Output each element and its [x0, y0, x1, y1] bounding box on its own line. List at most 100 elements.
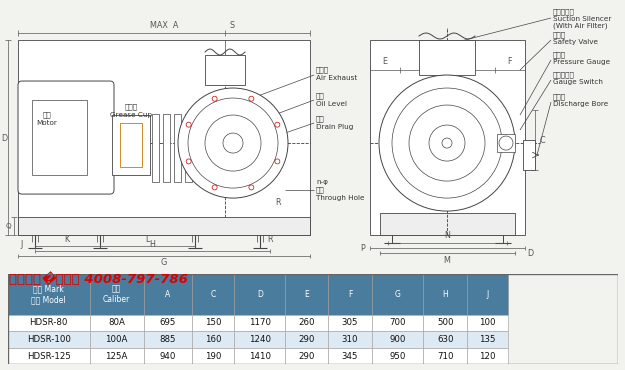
Text: Gauge Switch: Gauge Switch	[553, 79, 603, 85]
Text: Air Exhaust: Air Exhaust	[316, 75, 357, 81]
Text: R: R	[275, 198, 281, 206]
Bar	[468, 348, 508, 364]
Bar	[423, 314, 468, 331]
Bar	[192, 274, 234, 314]
Text: Suction Silencer: Suction Silencer	[553, 16, 611, 22]
Bar	[185, 114, 192, 182]
Bar	[144, 274, 192, 314]
Bar	[423, 331, 468, 348]
Bar	[372, 274, 423, 314]
Text: 190: 190	[205, 352, 221, 361]
Text: C: C	[539, 135, 544, 145]
Text: 150: 150	[205, 319, 221, 327]
Text: 695: 695	[159, 319, 176, 327]
Text: L: L	[145, 235, 149, 244]
Bar	[468, 314, 508, 331]
Bar	[90, 348, 144, 364]
Text: 950: 950	[389, 352, 406, 361]
Bar	[144, 314, 192, 331]
Text: 120: 120	[479, 352, 496, 361]
Bar	[18, 217, 310, 235]
Bar	[112, 115, 150, 175]
Text: K: K	[64, 235, 69, 244]
Text: 压力表: 压力表	[553, 52, 566, 58]
Circle shape	[178, 88, 288, 198]
Text: (With Air Filter): (With Air Filter)	[553, 23, 608, 29]
Bar	[192, 331, 234, 348]
Text: 油标: 油标	[316, 93, 325, 99]
Text: 700: 700	[389, 319, 406, 327]
Bar	[372, 331, 423, 348]
Bar	[205, 55, 245, 85]
Bar	[380, 213, 515, 235]
Text: 黄油杯: 黄油杯	[124, 104, 138, 110]
Text: P: P	[360, 243, 365, 253]
Text: S: S	[229, 21, 234, 30]
Text: 630: 630	[437, 335, 453, 344]
Text: 100: 100	[479, 319, 496, 327]
Bar	[372, 314, 423, 331]
Text: E: E	[382, 57, 388, 66]
Text: 160: 160	[205, 335, 221, 344]
Text: 345: 345	[342, 352, 358, 361]
Bar	[90, 274, 144, 314]
Text: Safety Valve: Safety Valve	[553, 39, 598, 45]
Text: D: D	[527, 249, 533, 258]
Text: 940: 940	[159, 352, 176, 361]
Text: E: E	[304, 290, 309, 299]
Text: Discharge Bore: Discharge Bore	[553, 101, 608, 107]
Bar	[8, 348, 90, 364]
Text: 压力表开关: 压力表开关	[553, 72, 575, 78]
Text: MAX  A: MAX A	[150, 21, 178, 30]
Bar	[174, 114, 181, 182]
Text: A: A	[165, 290, 170, 299]
Bar	[120, 123, 142, 167]
Text: R: R	[268, 235, 272, 244]
Text: 710: 710	[437, 352, 453, 361]
Text: 135: 135	[479, 335, 496, 344]
Bar	[285, 314, 328, 331]
Text: G: G	[394, 290, 401, 299]
Bar	[192, 314, 234, 331]
Text: 华东风机�询热线 4008-797-786: 华东风机�询热线 4008-797-786	[9, 272, 188, 286]
Text: 305: 305	[342, 319, 358, 327]
Text: 100A: 100A	[106, 335, 128, 344]
Text: 口径
Caliber: 口径 Caliber	[103, 285, 131, 304]
Text: 记号 Mark
型式 Model: 记号 Mark 型式 Model	[31, 285, 66, 304]
Bar	[163, 114, 170, 182]
Text: 290: 290	[298, 335, 314, 344]
Bar	[32, 100, 87, 175]
Bar	[285, 331, 328, 348]
Text: F: F	[348, 290, 352, 299]
Bar	[234, 274, 285, 314]
Text: 260: 260	[298, 319, 314, 327]
Text: HDSR-100: HDSR-100	[27, 335, 71, 344]
Text: D: D	[1, 134, 7, 142]
Text: Motor: Motor	[36, 120, 58, 126]
Bar	[423, 348, 468, 364]
Text: 885: 885	[159, 335, 176, 344]
Bar	[328, 348, 372, 364]
Text: 排气体: 排气体	[316, 67, 329, 73]
Bar	[468, 331, 508, 348]
Text: 吸入消音器: 吸入消音器	[553, 9, 575, 15]
Bar	[328, 314, 372, 331]
Text: N: N	[444, 231, 450, 240]
Text: 丝堵: 丝堵	[316, 116, 325, 122]
Bar	[152, 114, 159, 182]
Bar	[90, 331, 144, 348]
Text: HDSR-125: HDSR-125	[27, 352, 71, 361]
Text: Pressure Gauge: Pressure Gauge	[553, 59, 610, 65]
Text: H: H	[442, 290, 448, 299]
Text: Grease Cup: Grease Cup	[110, 112, 152, 118]
Bar	[328, 274, 372, 314]
Bar	[423, 274, 468, 314]
Bar	[419, 40, 475, 75]
Text: n-φ: n-φ	[316, 179, 328, 185]
Text: HDSR-80: HDSR-80	[29, 319, 68, 327]
Text: M: M	[444, 256, 451, 265]
Text: Oil Level: Oil Level	[316, 101, 347, 107]
Bar	[285, 348, 328, 364]
Text: 900: 900	[389, 335, 406, 344]
Bar	[234, 314, 285, 331]
